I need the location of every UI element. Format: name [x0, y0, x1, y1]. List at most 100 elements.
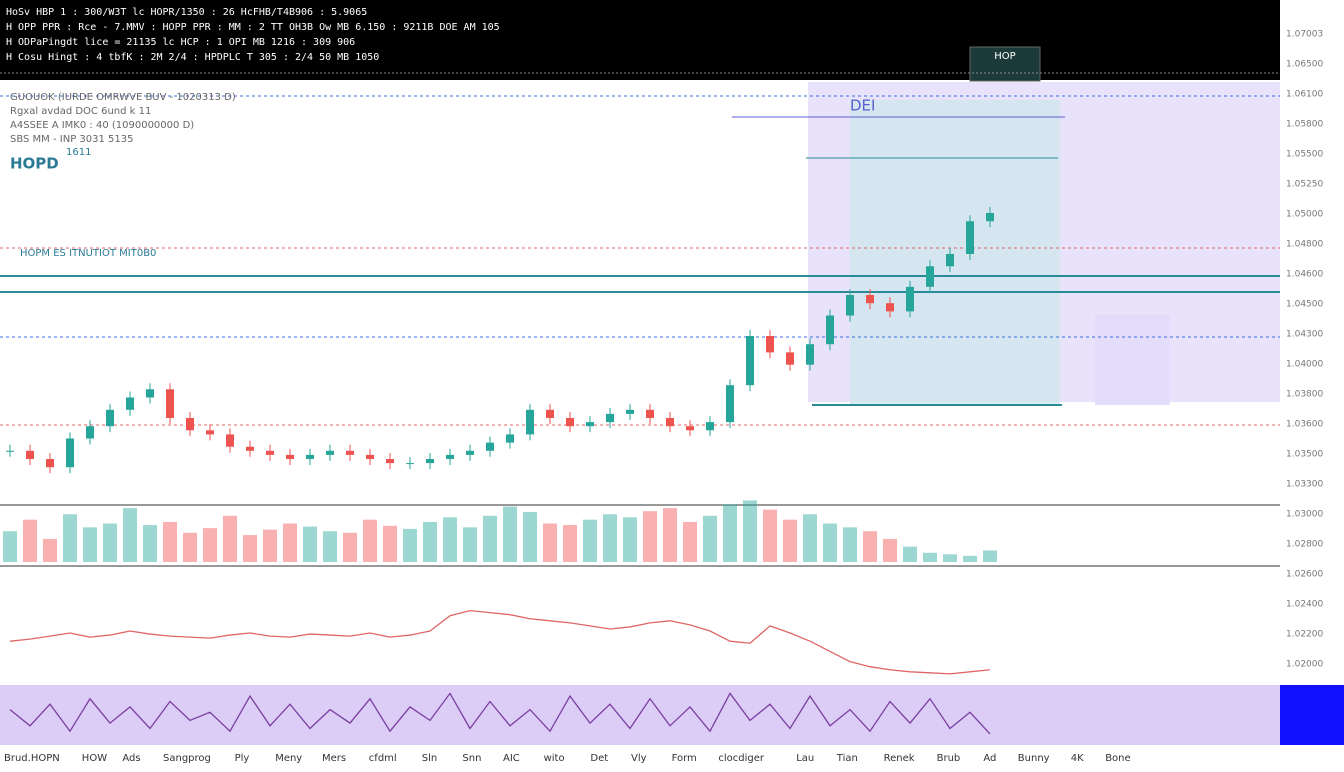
- candle: [86, 426, 94, 439]
- volume-bar: [443, 517, 457, 562]
- axis-label: 1.03800: [1286, 390, 1323, 400]
- candle: [566, 418, 574, 427]
- toolbar-item[interactable]: Bunny: [1018, 753, 1050, 764]
- candle: [206, 430, 214, 435]
- header: [0, 0, 1280, 80]
- volume-bar: [323, 531, 337, 562]
- candle: [46, 459, 54, 468]
- axis-label: 1.03600: [1286, 420, 1323, 430]
- indicator-line: [9, 609, 991, 675]
- axis-label: 1.05500: [1286, 150, 1323, 160]
- toolbar-item[interactable]: Ad: [983, 753, 996, 764]
- volume-bar: [163, 521, 177, 562]
- toolbar-item[interactable]: Ads: [122, 753, 140, 764]
- volume-bar: [783, 519, 797, 562]
- toolbar-item[interactable]: Det: [590, 753, 608, 764]
- button[interactable]: [969, 46, 1041, 82]
- axis-label: 1.02600: [1286, 570, 1323, 580]
- axis-label: 1.03500: [1286, 450, 1323, 460]
- volume-bar: [823, 523, 837, 562]
- candle: [886, 303, 894, 312]
- volume-bar: [703, 515, 717, 562]
- header-line: H Cosu Hingt : 4 tbfK : 2M 2/4 : HPDPLC …: [6, 52, 379, 63]
- toolbar-item[interactable]: Form: [672, 753, 697, 764]
- toolbar-item[interactable]: clocdiger: [718, 753, 765, 764]
- volume-bar: [103, 523, 117, 562]
- volume-bar: [983, 550, 997, 562]
- header-line: H OPP PPR : Rce - 7.MMV : HOPP PPR : MM …: [6, 22, 500, 33]
- toolbar-item[interactable]: Snn: [462, 753, 481, 764]
- candle: [706, 422, 714, 431]
- candle: [726, 385, 734, 423]
- candle: [246, 446, 254, 451]
- toolbar-item[interactable]: Brud.HOPN: [4, 753, 60, 764]
- candle: [826, 315, 834, 345]
- volume-bar: [963, 555, 977, 562]
- volume-bar: [863, 531, 877, 562]
- toolbar-item[interactable]: 4K: [1071, 753, 1084, 764]
- toolbar-item[interactable]: Vly: [631, 753, 647, 764]
- candle: [506, 434, 514, 443]
- toolbar-item[interactable]: Lau: [796, 753, 814, 764]
- candle: [766, 336, 774, 353]
- candle: [266, 450, 274, 455]
- candle: [986, 213, 994, 222]
- volume-bar: [223, 515, 237, 562]
- axis-label: 1.02800: [1286, 540, 1323, 550]
- toolbar-item[interactable]: Sln: [422, 753, 437, 764]
- volume-bar: [43, 538, 57, 562]
- candle: [426, 459, 434, 464]
- header-line: HoSv HBP 1 : 300/W3T lc HOPR/1350 : 26 H…: [6, 7, 367, 18]
- volume-bar: [543, 523, 557, 562]
- candle: [326, 450, 334, 455]
- candle: [446, 454, 454, 459]
- symbol-sub: 1611: [66, 147, 91, 158]
- toolbar-item[interactable]: Renek: [884, 753, 915, 764]
- header-line: H ODPaPingdt lice = 21135 lc HCP : 1 OPI…: [6, 37, 355, 48]
- axis-label: 1.07003: [1286, 30, 1323, 40]
- toolbar-item[interactable]: wito: [544, 753, 565, 764]
- toolbar-item[interactable]: cfdml: [369, 753, 397, 764]
- candle: [646, 409, 654, 418]
- button-label[interactable]: HOP: [994, 51, 1015, 62]
- candle: [626, 409, 634, 414]
- legend-line: Rgxal avdad DOC 6und k 11: [10, 106, 151, 117]
- toolbar-item[interactable]: Mers: [322, 753, 346, 764]
- toolbar-item[interactable]: AIC: [503, 753, 520, 764]
- volume-bar: [283, 523, 297, 562]
- toolbar-item[interactable]: Brub: [937, 753, 961, 764]
- volume-bar: [623, 517, 637, 562]
- toolbar-item[interactable]: Sangprog: [163, 753, 211, 764]
- axis-label: 1.02200: [1286, 630, 1323, 640]
- tag: HOPM ES ITNUTIOT MIT0B0: [20, 248, 156, 259]
- toolbar: Brud.HOPN HOW Ads Sangprog Ply Meny Mers cfdml S…: [0, 746, 1344, 768]
- candle: [386, 459, 394, 464]
- volume-bar: [123, 508, 137, 562]
- candle: [366, 454, 374, 459]
- volume-bar: [843, 527, 857, 562]
- volume-bar: [183, 532, 197, 562]
- candle: [126, 397, 134, 410]
- volume-bar: [303, 526, 317, 562]
- toolbar-item[interactable]: Ply: [235, 753, 250, 764]
- candle: [306, 454, 314, 459]
- volume-bar: [343, 532, 357, 562]
- volume-bar: [143, 525, 157, 562]
- candle: [286, 454, 294, 459]
- volume-bar: [723, 504, 737, 562]
- toolbar-item[interactable]: Bone: [1105, 753, 1130, 764]
- candle: [546, 409, 554, 418]
- zone: [850, 100, 1060, 405]
- axis-label: 1.02000: [1286, 660, 1323, 670]
- axis-label: 1.06500: [1286, 60, 1323, 70]
- candle: [966, 221, 974, 254]
- oscillator-pane: [0, 685, 1280, 745]
- toolbar-item[interactable]: HOW: [82, 753, 107, 764]
- volume-bar: [463, 527, 477, 562]
- toolbar-item[interactable]: Meny: [275, 753, 302, 764]
- oscillator-line: [9, 692, 991, 735]
- candle: [846, 295, 854, 316]
- candle: [486, 442, 494, 451]
- toolbar-item[interactable]: Tian: [836, 753, 858, 764]
